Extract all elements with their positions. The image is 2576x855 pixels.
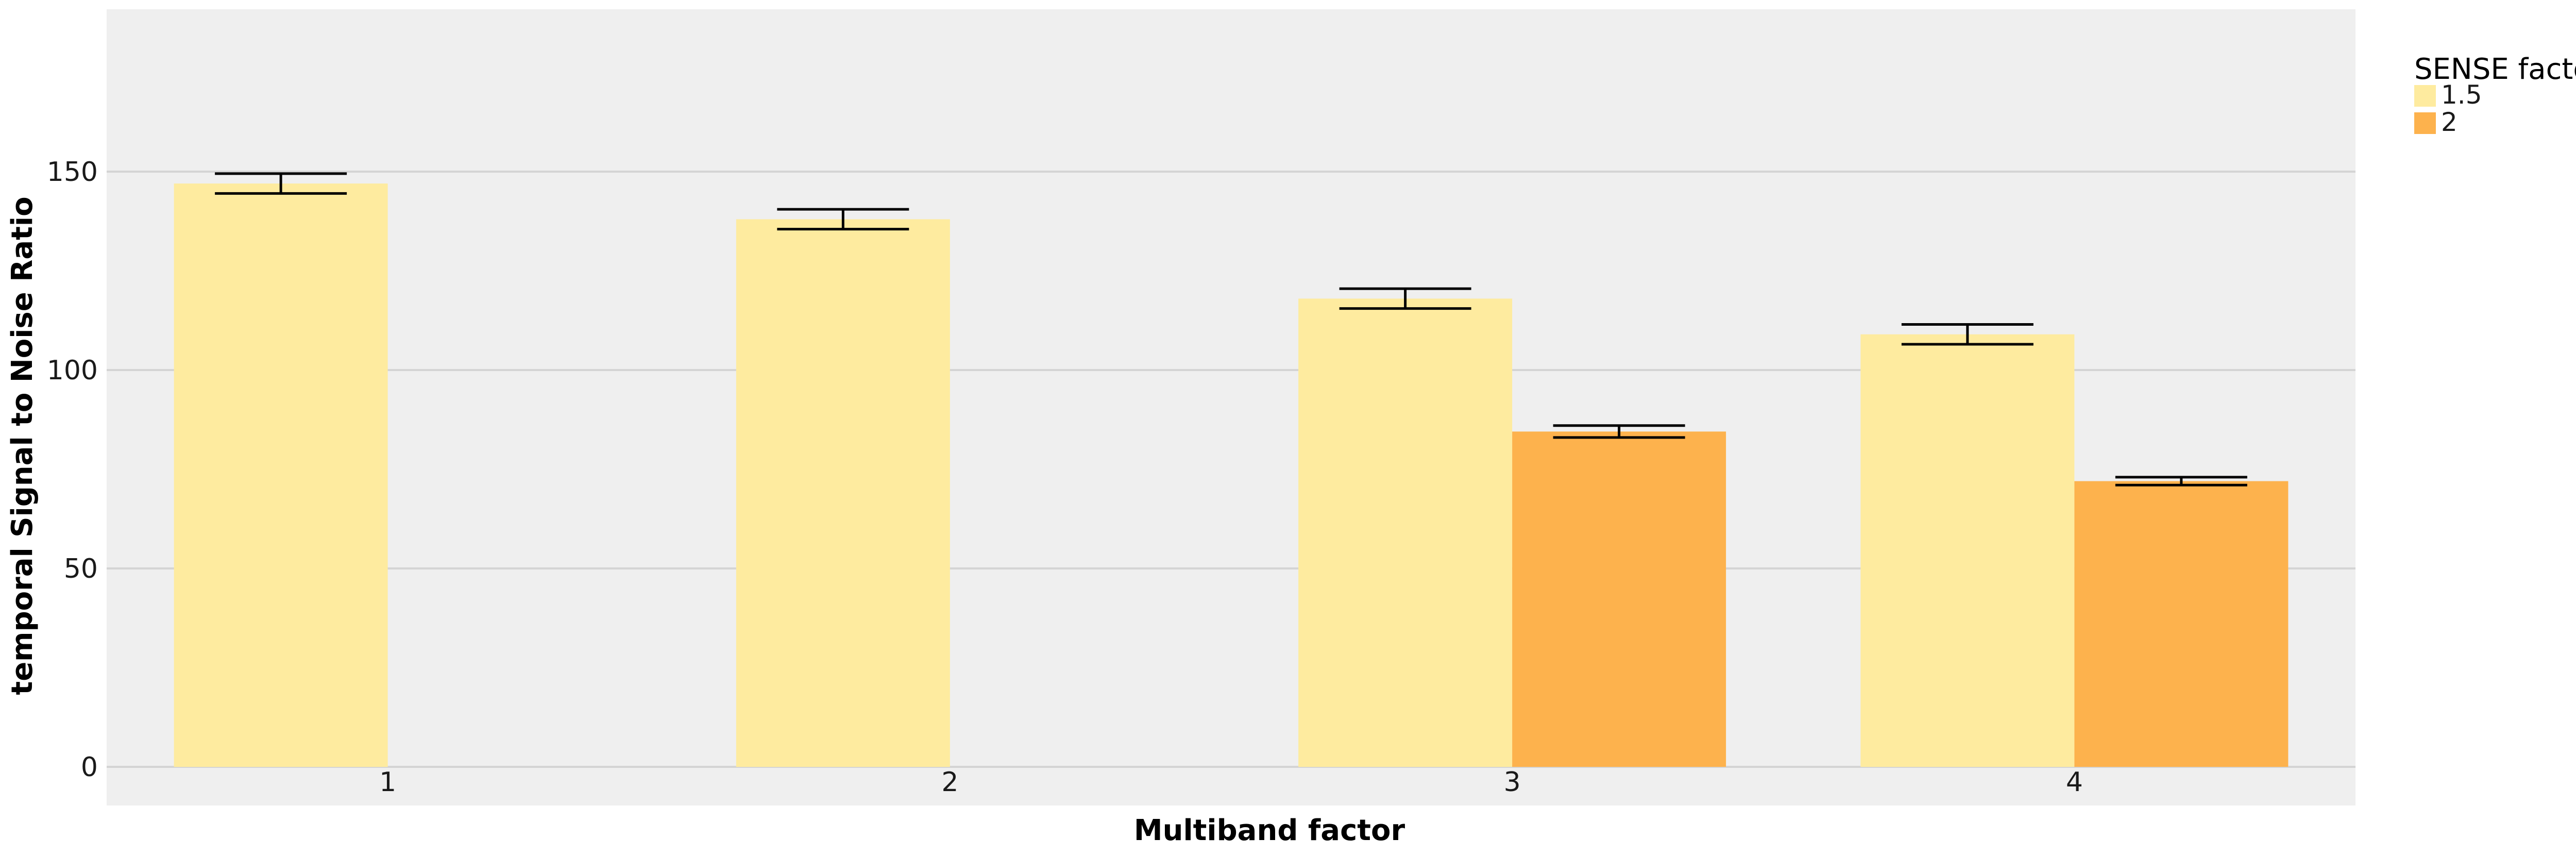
bar [2074, 481, 2289, 767]
error-bar-layer [215, 172, 2247, 487]
y-tick-label: 150 [47, 157, 98, 188]
y-tick-label: 50 [64, 554, 98, 584]
legend-swatch [2414, 112, 2436, 134]
x-axis-title: Multiband factor [1134, 814, 1405, 847]
bar-layer [174, 183, 2289, 767]
bar [1298, 298, 1513, 767]
legend-title: SENSE factor [2414, 53, 2576, 86]
x-tick-label: 1 [379, 767, 396, 798]
x-tick-label: 3 [1504, 767, 1521, 798]
bar [1860, 334, 2075, 767]
x-tick-labels: 1 2 3 4 [379, 767, 2083, 798]
x-tick-label: 2 [941, 767, 958, 798]
bar [736, 219, 950, 767]
y-axis-title: temporal Signal to Noise Ratio [6, 196, 39, 695]
y-tick-labels: 0 50 100 150 [47, 157, 98, 783]
x-tick-label: 4 [2066, 767, 2083, 798]
bar [174, 183, 388, 767]
legend: SENSE factor 1.52 [2414, 53, 2576, 137]
legend-swatch [2414, 85, 2436, 107]
bar [1512, 431, 1726, 767]
legend-items: 1.52 [2414, 80, 2482, 137]
y-tick-label: 100 [47, 355, 98, 386]
legend-label: 1.5 [2441, 80, 2482, 110]
legend-label: 2 [2441, 107, 2458, 137]
y-tick-label: 0 [81, 752, 98, 783]
